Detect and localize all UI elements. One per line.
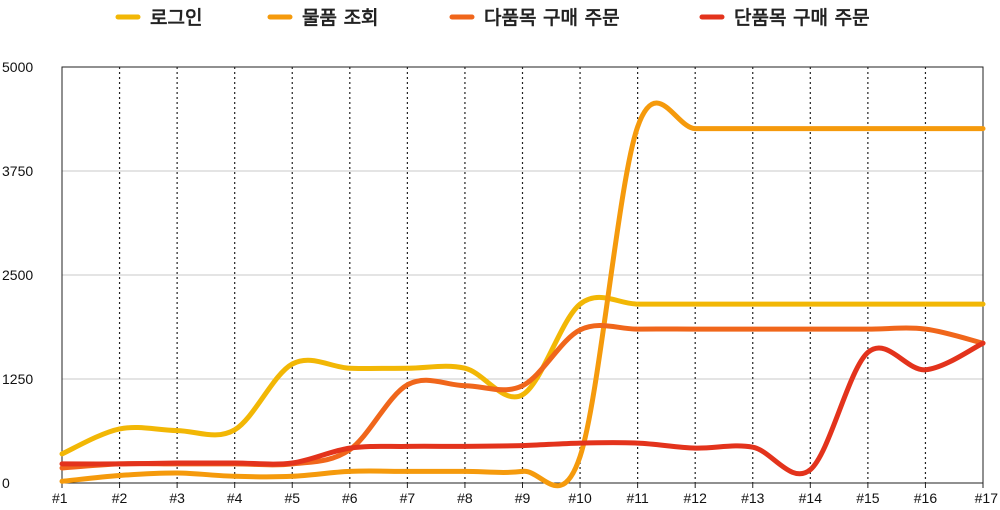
- x-tick-label: #7: [400, 490, 416, 506]
- legend-label: 다품목 구매 주문: [484, 7, 620, 29]
- y-tick-label: 0: [2, 475, 10, 491]
- series-line-4: [59, 340, 986, 477]
- x-tick-label: #5: [284, 490, 300, 506]
- x-tick-label: #4: [227, 490, 243, 506]
- y-tick-label: 5000: [2, 59, 33, 75]
- y-tick-label: 3750: [2, 163, 33, 179]
- x-tick-label: #3: [169, 490, 185, 506]
- grid: [62, 67, 983, 483]
- series-line-2: [59, 100, 986, 489]
- y-tick-label: 1250: [2, 371, 33, 387]
- legend-label: 로그인: [150, 7, 202, 29]
- x-tick-label: #6: [342, 490, 358, 506]
- legend-label: 단품목 구매 주문: [734, 7, 870, 29]
- x-tick-label: #9: [515, 490, 531, 506]
- x-tick-label: #14: [799, 490, 823, 506]
- y-tick-label: 2500: [2, 267, 33, 283]
- x-tick-label: #11: [626, 490, 649, 506]
- x-tick-label: #2: [112, 490, 128, 506]
- x-tick-label: #8: [457, 490, 473, 506]
- x-tick-label: #17: [975, 490, 999, 506]
- series-lines: [59, 100, 986, 489]
- x-axis-ticks: #1 #2 #3 #4 #5 #6 #7 #8 #9 #10 #11 #12 #13 #14 #15 #16 #…: [52, 483, 998, 506]
- legend: 로그인 물품 조회 다품목 구매 주문 단품목 구매 주문: [115, 7, 870, 29]
- x-tick-label: #16: [914, 490, 938, 506]
- x-tick-label: #1: [52, 490, 68, 506]
- legend-label: 물품 조회: [302, 7, 379, 29]
- x-tick-label: #12: [684, 490, 708, 506]
- x-tick-label: #15: [856, 490, 880, 506]
- x-tick-label: #13: [741, 490, 765, 506]
- series-line-1: [59, 294, 986, 457]
- y-axis-ticks: 0 1250 2500 3750 5000: [2, 59, 33, 491]
- x-tick-label: #10: [568, 490, 592, 506]
